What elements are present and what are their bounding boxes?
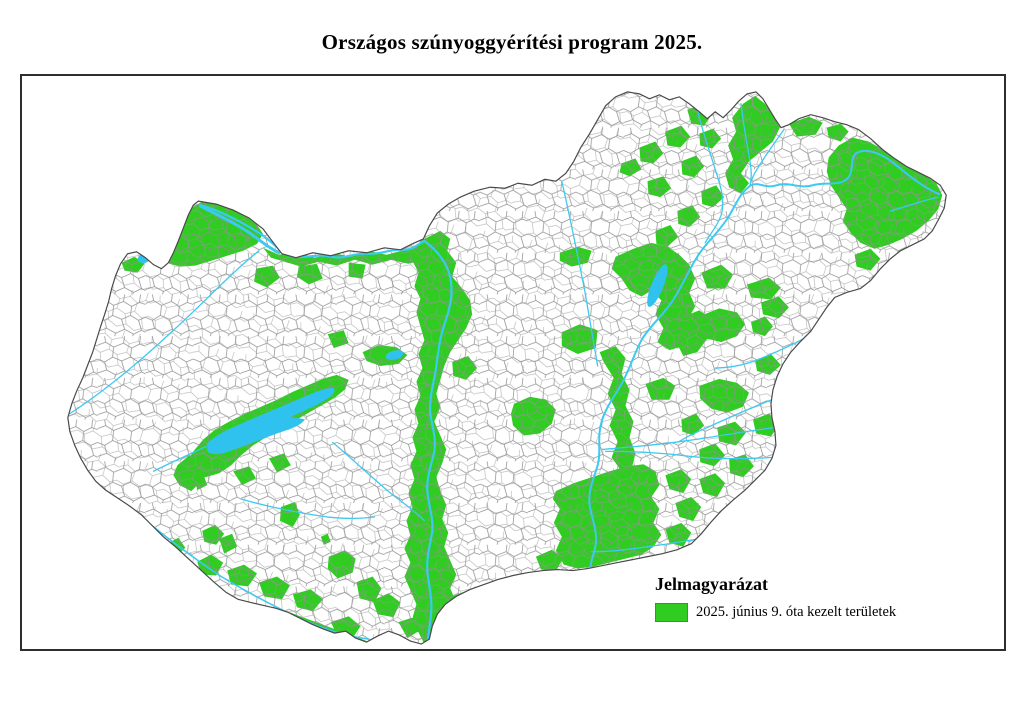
lake-velence xyxy=(385,350,404,360)
legend-item: 2025. június 9. óta kezelt területek xyxy=(655,603,896,622)
lake-tisza xyxy=(647,264,668,307)
lake-balaton xyxy=(207,387,335,454)
legend-title: Jelmagyarázat xyxy=(655,574,768,594)
map-frame: Jelmagyarázat 2025. június 9. óta kezelt… xyxy=(20,74,1006,651)
map-footer: N S W E 0 25 50 100 km 1:2 000 000 K xyxy=(0,652,1024,723)
treated-area-swatch xyxy=(655,603,688,622)
rivers xyxy=(69,103,941,645)
page-title: Országos szúnyoggyérítési program 2025. xyxy=(321,30,703,54)
legend: Jelmagyarázat 2025. június 9. óta kezelt… xyxy=(655,574,896,622)
hungary-territory xyxy=(67,91,947,645)
legend-item-label: 2025. június 9. óta kezelt területek xyxy=(696,604,897,620)
hungary-map xyxy=(67,91,947,645)
